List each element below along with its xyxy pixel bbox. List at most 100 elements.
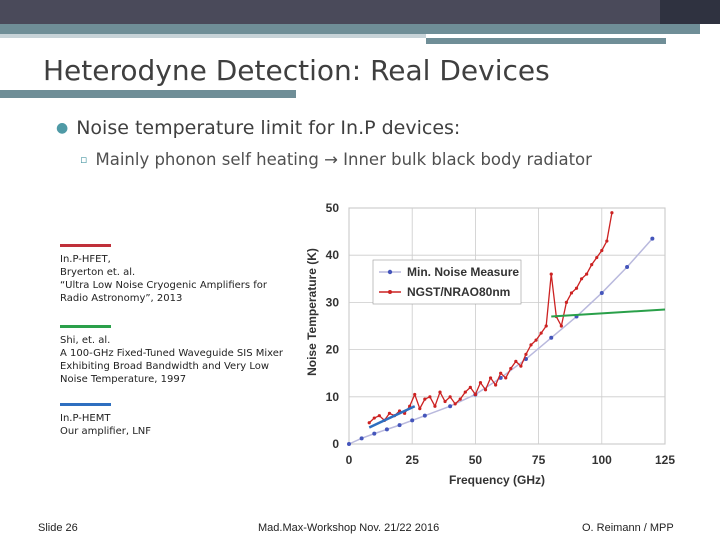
series-point-ngst	[585, 272, 589, 276]
series-point-ngst	[574, 286, 579, 290]
series-point-ngst	[473, 392, 477, 397]
legend-label-min-noise: Min. Noise Measure	[407, 265, 519, 279]
series-point-ngst	[610, 211, 614, 215]
series-point-ngst	[549, 272, 553, 276]
series-point-ngst	[509, 366, 513, 371]
series-line-sis	[551, 308, 666, 318]
y-tick-label: 50	[326, 201, 340, 215]
x-tick-label: 75	[532, 453, 546, 467]
series-point-ngst	[534, 338, 538, 342]
footer-author: O. Reimann / MPP	[582, 522, 674, 534]
series-point-ngst	[478, 381, 483, 385]
bullet-dot-icon: ●	[56, 120, 69, 136]
y-axis-label: Noise Temperature (K)	[305, 248, 319, 376]
series-point-min-noise	[372, 431, 377, 436]
header-bar	[0, 0, 720, 24]
header-band-thin	[0, 34, 426, 38]
legend-note-line: “Ultra Low Noise Cryogenic Amplifiers fo…	[60, 280, 268, 291]
series-line-min-noise	[348, 238, 653, 445]
series-point-ngst	[569, 291, 574, 295]
legend-note-line: Radio Astronomy”, 2013	[60, 293, 183, 304]
series-point-min-noise	[625, 265, 630, 269]
footer-event: Mad.Max-Workshop Nov. 21/22 2016	[258, 522, 440, 534]
legend-note-line: Shi, et. al.	[60, 335, 111, 346]
series-point-ngst	[539, 331, 543, 335]
series-point-min-noise	[410, 418, 415, 423]
slide-title: Heterodyne Detection: Real Devices	[43, 54, 550, 87]
y-tick-label: 0	[332, 437, 339, 451]
bullet-sub: ▫ Mainly phonon self heating → Inner bulk…	[80, 150, 592, 169]
x-axis-label: Frequency (GHz)	[449, 473, 545, 487]
series-point-ngst	[519, 364, 523, 368]
series-point-ngst	[504, 376, 508, 380]
series-point-ngst	[428, 395, 432, 399]
x-tick-label: 0	[346, 453, 353, 467]
series-point-ngst	[463, 390, 467, 394]
series-point-ngst	[488, 376, 493, 380]
series-point-ngst	[590, 263, 594, 267]
series-point-ngst	[544, 324, 548, 328]
bullet-main: ● Noise temperature limit for In.P device…	[56, 117, 460, 139]
series-point-ngst	[453, 402, 457, 406]
series-point-ngst	[418, 407, 422, 411]
series-point-ngst	[605, 239, 609, 243]
series-point-ngst	[468, 385, 472, 389]
series-point-ngst	[413, 392, 417, 397]
series-point-ngst	[433, 404, 437, 408]
slide-number: Slide 26	[38, 522, 78, 534]
legend-marker-ngst	[388, 290, 392, 294]
series-point-ngst	[483, 388, 488, 392]
legend-note-line: Exhibiting Broad Bandwidth and Very Low	[60, 361, 270, 372]
series-line-hemt	[368, 405, 416, 429]
series-point-ngst	[377, 414, 381, 418]
series-point-ngst	[514, 359, 518, 363]
legend-note-line: Noise Temperature, 1997	[60, 374, 187, 385]
plot-area	[348, 207, 666, 445]
legend-line-red	[60, 244, 111, 247]
legend-note-hfet: In.P-HFET, Bryerton et. al. “Ultra Low N…	[60, 244, 267, 305]
series-point-min-noise	[448, 404, 453, 409]
legend-line-green	[60, 325, 111, 328]
series-point-ngst	[559, 324, 563, 328]
series-point-ngst	[494, 383, 498, 387]
legend-line-blue	[60, 403, 111, 406]
x-tick-label: 100	[592, 453, 612, 467]
series-point-min-noise	[650, 236, 655, 241]
bullet-sub-text: Mainly phonon self heating → Inner bulk …	[95, 150, 592, 169]
legend-note-line: A 100-GHz Fixed-Tuned Waveguide SIS Mixe…	[60, 348, 284, 359]
header-bar-accent	[660, 0, 720, 24]
series-point-ngst	[564, 300, 569, 304]
series-point-min-noise	[397, 423, 402, 428]
legend-label-ngst: NGST/NRAO80nm	[407, 285, 510, 299]
series-point-ngst	[372, 416, 376, 420]
series-point-min-noise	[599, 290, 604, 295]
series-point-ngst	[600, 248, 604, 253]
series-point-ngst	[458, 397, 462, 401]
x-tick-label: 125	[655, 453, 675, 467]
series-point-ngst	[423, 397, 427, 401]
y-tick-label: 30	[326, 295, 340, 309]
legend-note-line: In.P-HEMT	[60, 413, 111, 424]
series-point-min-noise	[384, 427, 389, 432]
series-point-ngst	[499, 371, 503, 375]
chart-legend-box	[372, 259, 522, 305]
legend-note-hemt: In.P-HEMT Our amplifier, LNF	[60, 403, 151, 438]
bullet-square-icon: ▫	[80, 153, 88, 166]
legend-marker-min-noise	[387, 269, 393, 275]
x-tick-label: 25	[406, 453, 420, 467]
legend-note-line: In.P-HFET,	[60, 254, 111, 265]
noise-temperature-chart: 0 25 50 75 100 125 0 10 20 30 40 50 Frequency (GHz) N…	[305, 201, 675, 487]
y-tick-label: 40	[326, 248, 340, 262]
series-point-ngst	[438, 390, 442, 394]
series-point-min-noise	[347, 442, 351, 446]
y-tick-label: 20	[326, 343, 340, 357]
series-point-min-noise	[549, 335, 554, 340]
series-point-ngst	[524, 352, 528, 356]
y-tick-label: 10	[326, 390, 340, 404]
series-point-min-noise	[422, 413, 427, 418]
series-point-ngst	[387, 411, 392, 415]
series-point-min-noise	[359, 436, 364, 441]
legend-note-line: Bryerton et. al.	[60, 267, 136, 278]
series-point-ngst	[579, 277, 584, 281]
series-point-ngst	[595, 255, 599, 260]
